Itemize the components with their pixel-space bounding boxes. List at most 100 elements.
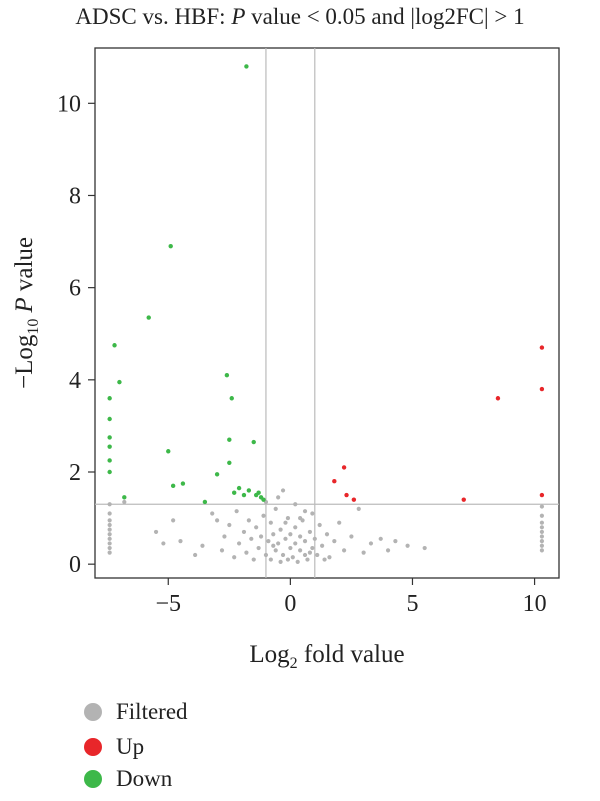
- x-tick-label: 10: [523, 591, 547, 617]
- reference-lines: [95, 48, 559, 578]
- point-down: [224, 373, 230, 378]
- point-down: [227, 437, 232, 442]
- point-filtered: [337, 520, 342, 525]
- point-up: [351, 497, 357, 502]
- point-filtered: [539, 534, 545, 539]
- y-axis-label-rest: value: [11, 237, 38, 297]
- point-filtered: [539, 529, 545, 535]
- point-down: [107, 396, 112, 401]
- point-filtered: [285, 557, 291, 562]
- legend-item-filtered: Filtered: [84, 699, 188, 725]
- point-filtered: [107, 518, 112, 523]
- point-filtered: [293, 541, 298, 546]
- y-tick-label: 8: [69, 183, 81, 209]
- legend-label-filtered: Filtered: [116, 699, 188, 724]
- point-filtered: [315, 552, 320, 558]
- point-filtered: [368, 541, 374, 546]
- point-up: [332, 479, 337, 484]
- point-filtered: [178, 539, 183, 544]
- x-tick-label: −5: [155, 591, 181, 617]
- legend-label-down: Down: [116, 766, 173, 791]
- point-filtered: [278, 559, 283, 564]
- point-filtered: [268, 520, 273, 525]
- title-suffix: value < 0.05 and |log2FC| > 1: [245, 4, 525, 29]
- legend-item-up: Up: [84, 734, 144, 760]
- point-filtered: [356, 506, 361, 511]
- point-filtered: [271, 532, 276, 537]
- x-axis-label-base: Log: [249, 641, 290, 668]
- point-down: [107, 416, 112, 422]
- point-filtered: [288, 532, 293, 537]
- point-filtered: [324, 532, 330, 537]
- point-down: [227, 460, 232, 465]
- point-down: [256, 490, 261, 495]
- point-filtered: [539, 525, 545, 530]
- point-filtered: [261, 513, 266, 518]
- point-filtered: [107, 502, 112, 507]
- point-filtered: [393, 539, 398, 544]
- point-up: [341, 465, 347, 470]
- point-filtered: [341, 548, 347, 553]
- point-down: [107, 444, 112, 449]
- point-filtered: [539, 504, 545, 509]
- point-filtered: [241, 529, 247, 535]
- point-filtered: [258, 534, 264, 539]
- point-filtered: [349, 534, 354, 539]
- point-up: [539, 386, 545, 392]
- point-down: [146, 315, 151, 320]
- y-tick-label: 10: [57, 91, 81, 117]
- x-tick-label: 5: [406, 591, 418, 617]
- point-filtered: [305, 557, 310, 562]
- point-filtered: [298, 548, 303, 553]
- point-up: [539, 345, 545, 350]
- point-filtered: [193, 552, 198, 558]
- x-axis-label: Log2 fold value: [249, 641, 404, 672]
- point-filtered: [107, 527, 112, 532]
- point-filtered: [280, 552, 286, 558]
- y-axis-label-base: −Log: [11, 334, 38, 389]
- x-tick-label: 0: [284, 591, 296, 617]
- x-axis-label-subscript: 2: [290, 655, 298, 672]
- point-filtered: [107, 550, 112, 555]
- point-filtered: [310, 545, 315, 551]
- point-up: [344, 492, 349, 498]
- point-filtered: [234, 509, 239, 514]
- point-filtered: [215, 518, 220, 523]
- point-filtered: [422, 545, 427, 551]
- title-p-letter: P: [231, 4, 246, 29]
- point-filtered: [405, 543, 410, 548]
- y-tick-label: 2: [69, 460, 81, 486]
- point-filtered: [290, 555, 295, 560]
- point-filtered: [332, 539, 337, 544]
- point-filtered: [539, 543, 545, 548]
- point-down: [180, 481, 186, 486]
- point-filtered: [539, 520, 545, 525]
- point-filtered: [122, 499, 127, 505]
- point-filtered: [161, 541, 166, 546]
- x-axis-label-rest: fold value: [298, 641, 405, 668]
- point-filtered: [310, 511, 315, 516]
- point-filtered: [385, 548, 391, 553]
- point-filtered: [210, 511, 215, 516]
- y-tick-label: 6: [69, 276, 81, 302]
- point-down: [170, 483, 176, 489]
- point-filtered: [232, 555, 237, 560]
- point-filtered: [320, 543, 325, 548]
- point-down: [246, 488, 252, 493]
- point-down: [229, 396, 234, 401]
- point-filtered: [298, 515, 303, 521]
- plot-frame: [94, 47, 560, 579]
- point-filtered: [200, 543, 205, 548]
- point-down: [214, 472, 220, 477]
- point-filtered: [307, 529, 313, 535]
- point-filtered: [276, 541, 281, 546]
- point-filtered: [244, 550, 249, 555]
- point-filtered: [302, 552, 308, 558]
- point-down: [236, 485, 242, 491]
- point-filtered: [539, 539, 545, 544]
- point-filtered: [219, 548, 225, 553]
- point-filtered: [539, 513, 545, 518]
- point-filtered: [171, 518, 176, 523]
- point-filtered: [283, 536, 288, 541]
- point-filtered: [263, 552, 269, 558]
